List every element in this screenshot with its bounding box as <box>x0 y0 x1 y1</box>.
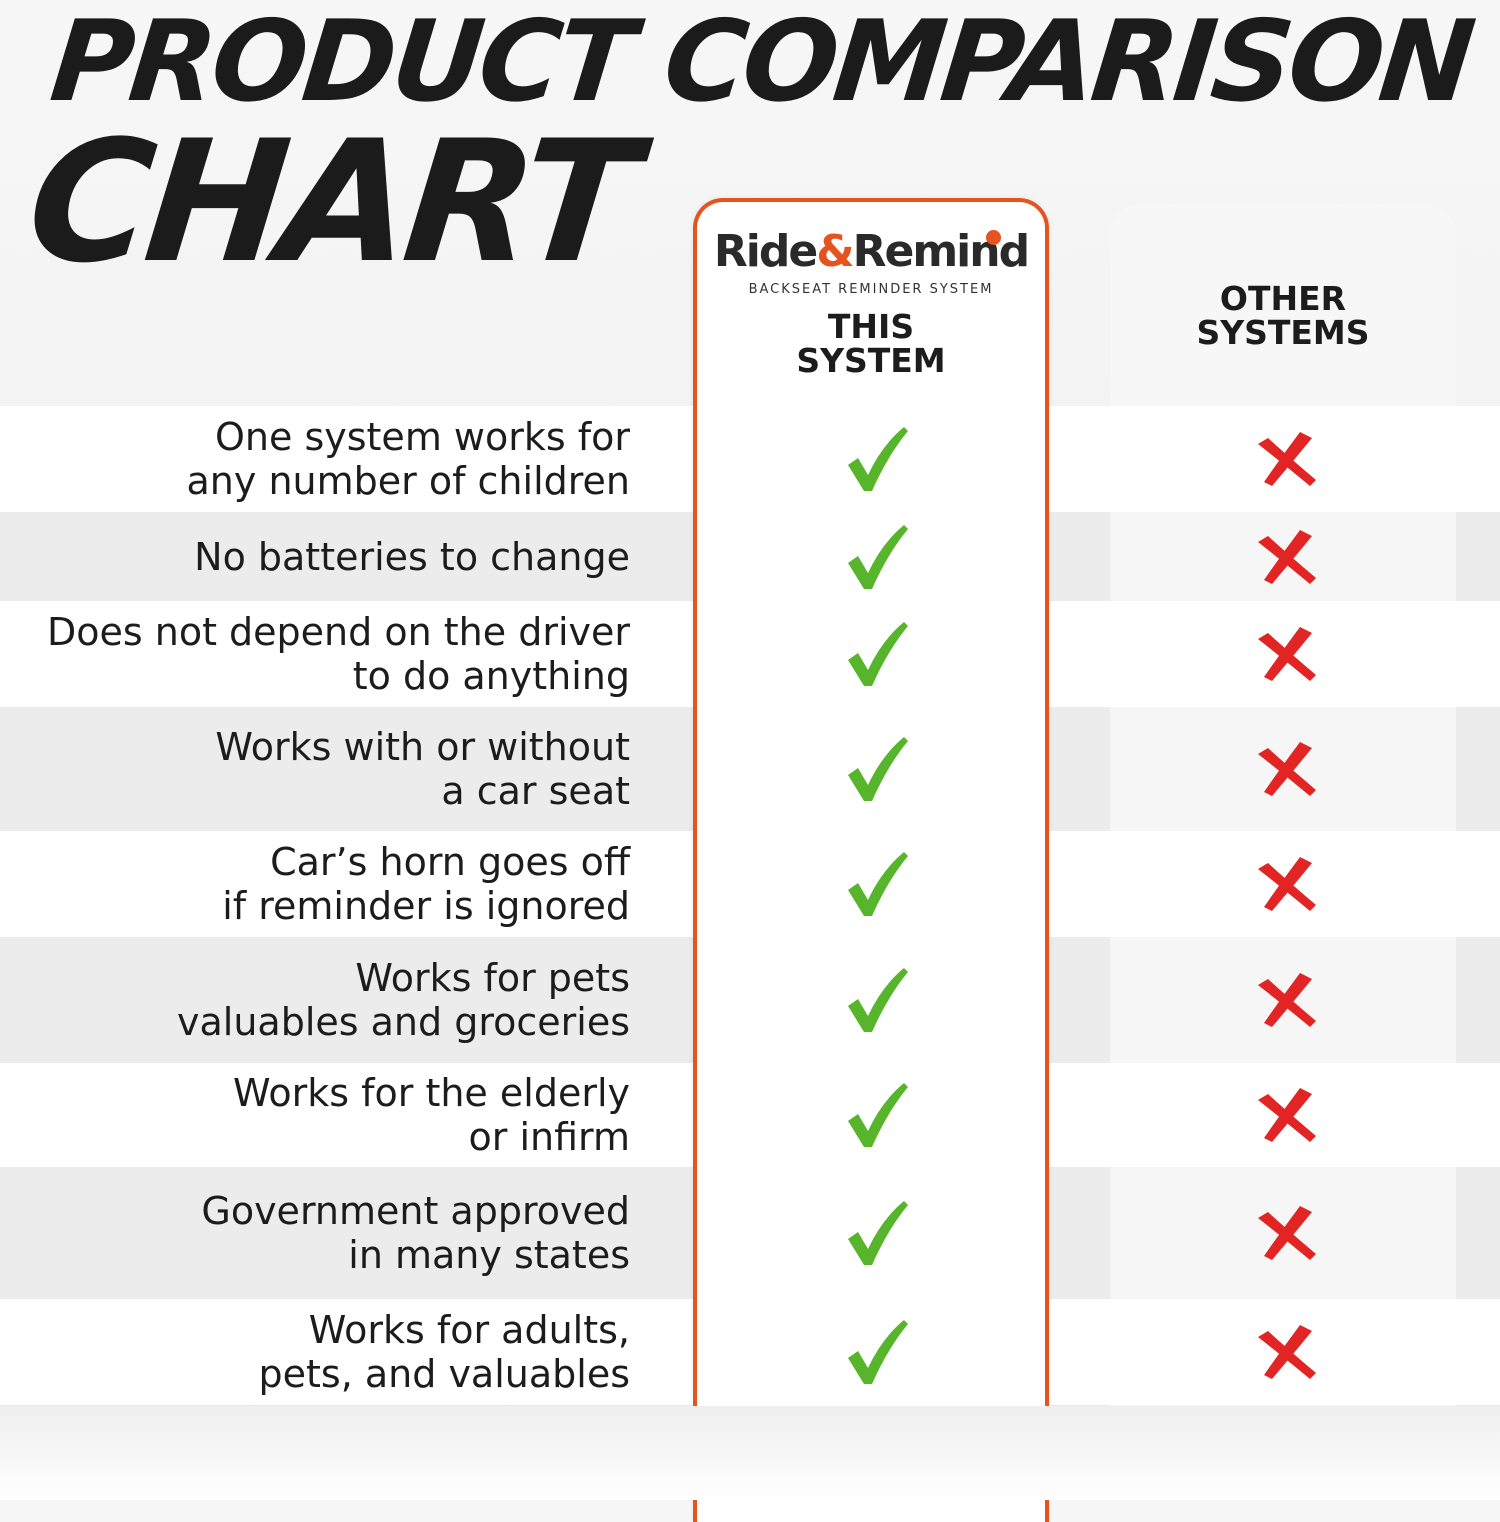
brand-name-remind: Remind <box>852 226 1030 277</box>
this-system-header: THIS SYSTEM <box>796 307 946 380</box>
checkmark-icon <box>846 523 908 591</box>
this-system-column: Ride&Remind BACKSEAT REMINDER SYSTEM THI… <box>693 198 1049 1522</box>
checkmark-icon <box>846 1081 908 1149</box>
feature-label: Car’s horn goes off if reminder is ignor… <box>222 840 630 928</box>
feature-label: Does not depend on the driver to do anyt… <box>46 610 630 698</box>
checkmark-icon <box>846 620 908 688</box>
cross-icon <box>1256 855 1318 913</box>
brand-logo: Ride&Remind <box>697 226 1045 277</box>
brand-tagline: BACKSEAT REMINDER SYSTEM <box>748 282 994 297</box>
cross-icon <box>1256 1086 1318 1144</box>
checkmark-icon <box>846 966 908 1034</box>
other-systems-header: OTHER SYSTEMS <box>1196 279 1370 352</box>
title-line-2: CHART <box>19 104 641 300</box>
feature-label: Works for adults, pets, and valuables <box>258 1308 630 1396</box>
feature-label: Works for pets valuables and groceries <box>177 956 630 1044</box>
brand-name-ride: Ride <box>713 226 818 277</box>
checkmark-icon <box>846 425 908 493</box>
checkmark-icon <box>846 850 908 918</box>
cross-icon <box>1256 625 1318 683</box>
cross-icon <box>1256 740 1318 798</box>
brand-ampersand: & <box>816 226 854 277</box>
other-systems-column: OTHER SYSTEMS <box>1110 204 1456 406</box>
cross-icon <box>1256 1323 1318 1381</box>
cross-icon <box>1256 528 1318 586</box>
brand-name: Ride&Remind <box>713 226 1030 277</box>
brand-dot-icon <box>986 230 1001 245</box>
bottom-fade <box>0 1406 1500 1500</box>
feature-label: Works with or without a car seat <box>215 725 630 813</box>
title-line-1: PRODUCT COMPARISON <box>45 0 1477 127</box>
feature-label: One system works for any number of child… <box>186 415 631 503</box>
feature-label: Government approved in many states <box>201 1189 630 1277</box>
feature-label: No batteries to change <box>194 534 630 579</box>
checkmark-icon <box>846 1199 908 1267</box>
cross-icon <box>1256 430 1318 488</box>
checkmark-icon <box>846 735 908 803</box>
checkmark-icon <box>846 1318 908 1386</box>
feature-label: Works for the elderly or infirm <box>233 1071 630 1159</box>
cross-icon <box>1256 971 1318 1029</box>
cross-icon <box>1256 1204 1318 1262</box>
